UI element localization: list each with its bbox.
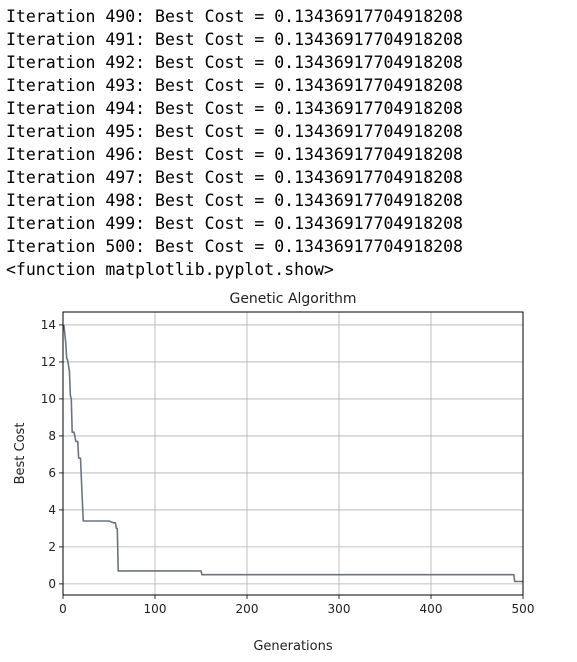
y-axis-label: Best Cost xyxy=(13,423,28,485)
console-line: Iteration 497: Best Cost = 0.13436917704… xyxy=(6,168,463,187)
y-tick-label: 2 xyxy=(48,540,56,554)
x-tick-label: 400 xyxy=(420,602,443,616)
y-tick-label: 6 xyxy=(48,466,56,480)
matplotlib-figure: Genetic Algorithm 0 100 200 300 400 500 0 2 4 6 8 1… xyxy=(0,282,577,662)
console-line-function-repr: <function matplotlib.pyplot.show> xyxy=(6,260,334,279)
axis-ticks: 0 100 200 300 400 500 0 2 4 6 8 10 12 14 xyxy=(41,318,535,616)
y-tick-label: 4 xyxy=(48,503,56,517)
console-line: Iteration 500: Best Cost = 0.13436917704… xyxy=(6,237,463,256)
series-layer xyxy=(63,324,523,583)
x-axis-label: Generations xyxy=(253,639,333,654)
console-line: Iteration 493: Best Cost = 0.13436917704… xyxy=(6,76,463,95)
console-line: Iteration 496: Best Cost = 0.13436917704… xyxy=(6,145,463,164)
console-output: Iteration 490: Best Cost = 0.13436917704… xyxy=(6,5,463,281)
chart-title: Genetic Algorithm xyxy=(229,291,356,307)
x-tick-label: 500 xyxy=(512,602,535,616)
y-tick-label: 8 xyxy=(48,429,56,443)
y-tick-label: 0 xyxy=(48,577,56,591)
y-tick-label: 12 xyxy=(41,355,56,369)
console-line: Iteration 492: Best Cost = 0.13436917704… xyxy=(6,53,463,72)
x-tick-label: 300 xyxy=(328,602,351,616)
console-line: Iteration 490: Best Cost = 0.13436917704… xyxy=(6,7,463,26)
x-tick-label: 200 xyxy=(236,602,259,616)
console-line: Iteration 491: Best Cost = 0.13436917704… xyxy=(6,30,463,49)
y-tick-label: 14 xyxy=(41,318,56,332)
console-line: Iteration 498: Best Cost = 0.13436917704… xyxy=(6,191,463,210)
console-line: Iteration 499: Best Cost = 0.13436917704… xyxy=(6,214,463,233)
console-line: Iteration 494: Best Cost = 0.13436917704… xyxy=(6,99,463,118)
console-line: Iteration 495: Best Cost = 0.13436917704… xyxy=(6,122,463,141)
line-chart: Genetic Algorithm 0 100 200 300 400 500 0 2 4 6 8 1… xyxy=(13,291,535,654)
best-cost-series-line xyxy=(63,324,523,583)
x-tick-label: 0 xyxy=(59,602,67,616)
grid-lines xyxy=(62,312,524,595)
plot-area-frame xyxy=(62,311,524,596)
x-tick-label: 100 xyxy=(144,602,167,616)
y-tick-label: 10 xyxy=(41,392,56,406)
